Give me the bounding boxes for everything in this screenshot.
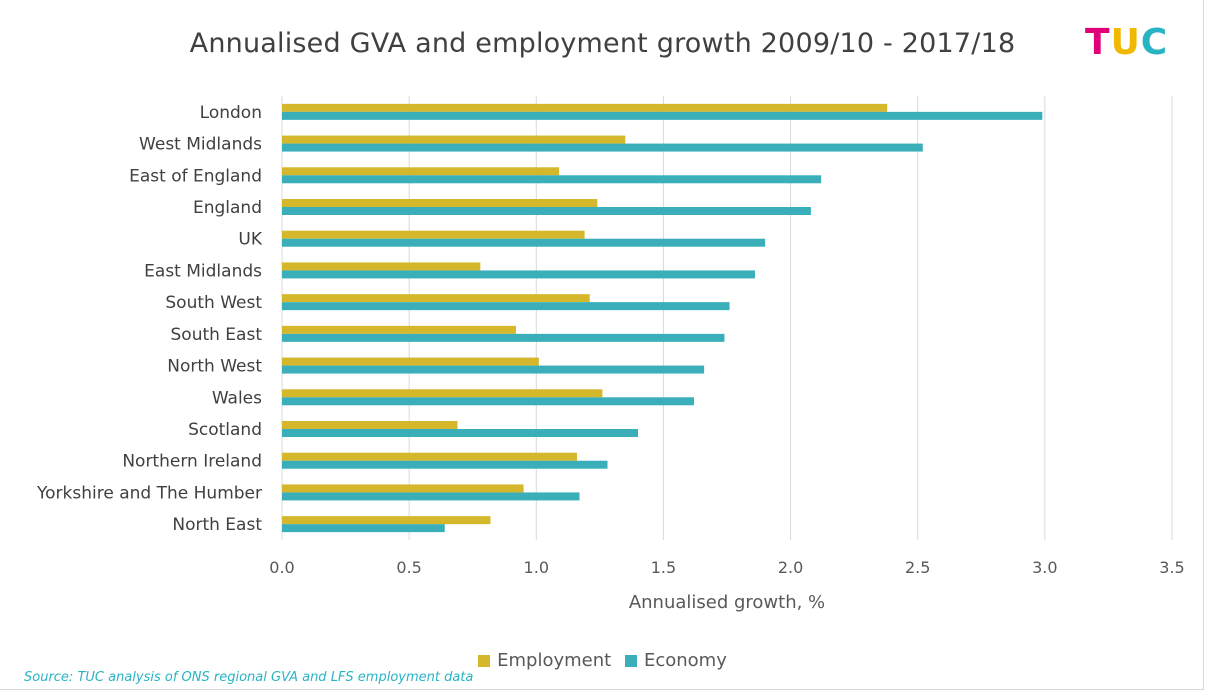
tuc-logo: TUC — [1085, 22, 1168, 63]
legend-label-employment: Employment — [497, 650, 612, 671]
bar-employment — [282, 484, 524, 493]
category-label: Yorkshire and The Humber — [36, 483, 262, 503]
logo-letter-u: U — [1110, 22, 1141, 63]
category-label: UK — [238, 230, 262, 250]
legend-swatch-economy — [624, 654, 637, 667]
bar-employment — [282, 452, 577, 461]
x-tick-label: 0.0 — [269, 558, 294, 577]
bar-employment — [282, 230, 585, 239]
logo-letter-t: T — [1085, 22, 1111, 63]
category-label: South East — [171, 325, 263, 345]
bar-economy — [282, 492, 580, 501]
category-label: East Midlands — [144, 261, 262, 281]
bar-economy — [282, 524, 445, 533]
x-tick-label: 2.0 — [778, 558, 803, 577]
category-label: London — [200, 103, 262, 123]
bar-employment — [282, 199, 598, 207]
gridlines — [281, 96, 1173, 540]
bar-economy — [282, 270, 755, 279]
bar-economy — [282, 238, 766, 247]
bar-economy — [282, 143, 923, 152]
bar-economy — [282, 175, 822, 184]
bar-economy — [282, 429, 638, 437]
bar-employment — [282, 167, 560, 176]
bar-economy — [282, 111, 1043, 120]
bar-employment — [282, 294, 590, 303]
x-tick-label: 3.0 — [1032, 558, 1057, 577]
x-tick-label: 1.0 — [524, 558, 549, 577]
legend: Employment Economy — [0, 650, 1205, 672]
bar-economy — [282, 207, 811, 215]
chart-title: Annualised GVA and employment growth 200… — [189, 28, 1016, 59]
bar-employment — [282, 103, 888, 112]
legend-item-economy: Economy — [624, 650, 727, 671]
bars — [282, 103, 1043, 533]
logo-letter-c: C — [1140, 22, 1169, 63]
source-note: Source: TUC analysis of ONS regional GVA… — [24, 670, 474, 685]
bar-employment — [282, 325, 516, 334]
bar-employment — [282, 135, 626, 144]
category-label: Northern Ireland — [122, 452, 262, 472]
bar-economy — [282, 333, 725, 342]
x-tick-label: 2.5 — [905, 558, 930, 577]
x-axis-label: Annualised growth, % — [629, 592, 825, 613]
bar-employment — [282, 357, 539, 366]
category-label: North East — [172, 515, 262, 535]
category-label: Wales — [212, 388, 262, 408]
bar-economy — [282, 302, 730, 311]
bar-employment — [282, 516, 491, 525]
legend-item-employment: Employment — [478, 650, 611, 671]
category-label: Scotland — [188, 420, 262, 440]
bar-economy — [282, 460, 608, 469]
bar-employment — [282, 262, 481, 271]
category-label: East of England — [129, 166, 262, 186]
bar-economy — [282, 365, 705, 374]
category-label: North West — [167, 357, 262, 377]
bar-economy — [282, 397, 694, 406]
x-tick-label: 3.5 — [1159, 558, 1184, 577]
category-label: West Midlands — [139, 135, 262, 155]
x-tick-label: 1.5 — [651, 558, 676, 577]
x-tick-labels: 0.0 0.5 1.0 1.5 2.0 2.5 3.0 3.5 — [269, 558, 1184, 577]
x-tick-label: 0.5 — [396, 558, 421, 577]
category-label: England — [193, 198, 262, 218]
legend-swatch-employment — [478, 654, 491, 667]
bar-chart-plot: London West Midlands East of England Englan… — [36, 96, 1185, 613]
category-labels: London West Midlands East of England Englan… — [36, 103, 263, 535]
bar-employment — [282, 389, 603, 398]
legend-label-economy: Economy — [643, 650, 727, 671]
bar-employment — [282, 421, 458, 429]
category-label: South West — [165, 293, 262, 313]
